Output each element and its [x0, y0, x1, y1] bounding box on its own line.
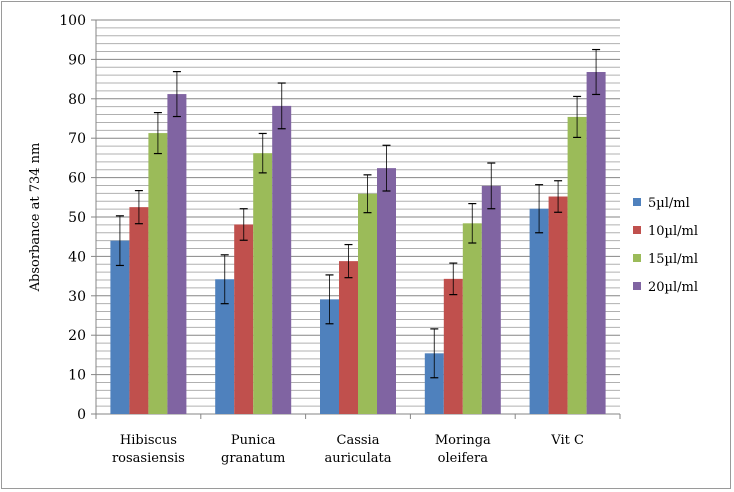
bar [424, 353, 444, 414]
bar [148, 133, 168, 414]
x-tick-label-line: granatum [221, 451, 285, 466]
bar [529, 208, 549, 414]
bar [339, 261, 358, 414]
y-tick-label: 50 [68, 210, 86, 226]
bar [548, 196, 568, 414]
x-tick-label-line: Vit C [550, 433, 584, 448]
bar [272, 105, 292, 414]
x-tick-label-line: Moringa [435, 433, 491, 448]
y-tick-label: 70 [68, 131, 86, 147]
y-tick-label: 90 [68, 52, 86, 68]
bar [586, 72, 606, 415]
x-tick-label: Hibiscus rosasiensis [112, 433, 185, 466]
y-tick-label: 40 [68, 249, 86, 265]
y-tick-label: 80 [68, 92, 86, 108]
x-tick-label: Cassia auriculata [324, 433, 391, 466]
bar [567, 116, 587, 414]
y-tick-label: 20 [68, 328, 86, 344]
bar [234, 224, 254, 414]
x-tick-label: Punica granatum [221, 433, 285, 466]
x-tick-label-line: rosasiensis [112, 451, 185, 466]
bar [320, 299, 339, 414]
bar [129, 207, 149, 414]
legend: 5µl/ml 10µl/ml 15µl/ml 20µl/ml [633, 196, 698, 295]
legend-label: 20µl/ml [648, 280, 698, 295]
y-tick-label: 10 [68, 368, 86, 384]
bar [253, 153, 273, 414]
legend-swatch [633, 198, 641, 206]
bar [215, 279, 235, 414]
x-tick-label: Moringa oleifera [435, 433, 491, 466]
bar [358, 193, 377, 414]
x-tick-label-line: oleifera [438, 451, 489, 466]
x-tick-label-line: Cassia [337, 433, 380, 448]
x-tick-label-line: auriculata [324, 451, 391, 466]
legend-label: 10µl/ml [648, 224, 698, 239]
legend-label: 15µl/ml [648, 252, 698, 267]
bar [481, 185, 501, 414]
y-tick-label: 30 [68, 289, 86, 305]
legend-swatch [633, 254, 641, 262]
bar [462, 223, 482, 414]
x-tick-label-line: Hibiscus [120, 433, 177, 448]
bar [377, 168, 396, 414]
y-tick-label: 0 [77, 407, 86, 423]
bar [167, 94, 187, 415]
legend-swatch [633, 226, 641, 234]
bar [110, 240, 130, 414]
legend-label: 5µl/ml [648, 196, 690, 211]
y-axis-label: Absorbance at 734 nm [28, 143, 43, 293]
x-tick-label-line: Punica [231, 433, 276, 448]
y-tick-label: 60 [68, 171, 86, 187]
y-tick-label: 100 [59, 13, 86, 29]
bar [443, 278, 463, 414]
x-tick-label: Vit C [550, 433, 584, 448]
legend-swatch [633, 282, 641, 290]
